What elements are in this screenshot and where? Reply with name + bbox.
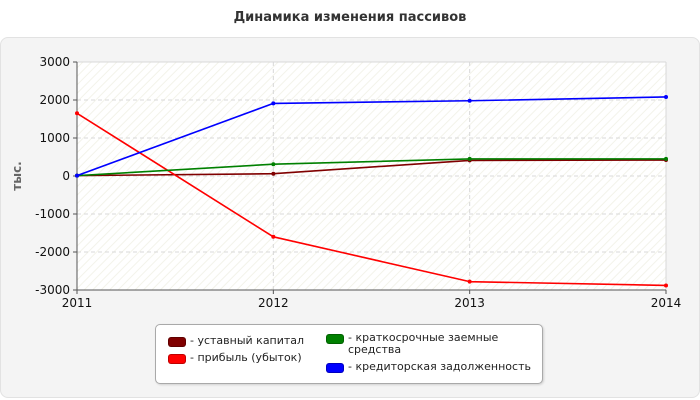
series-2-point-1[interactable]: [75, 111, 79, 116]
y-tick-label-5: -2000: [35, 245, 70, 259]
x-tick-label-3: 2014: [651, 296, 682, 310]
legend-label-4: - кредиторская задолженность: [348, 360, 531, 373]
series-line-4: [76, 96, 667, 177]
series-1-point-2[interactable]: [271, 171, 276, 176]
y-axis-label: тыс.: [10, 161, 24, 190]
chart-title: Динамика изменения пассивов: [233, 10, 467, 25]
legend-swatch-3: [326, 334, 344, 344]
legend-label-1: - уставный капитал: [190, 334, 305, 347]
x-tick-label-1: 2012: [258, 296, 289, 310]
y-tick-labels: 3000 2000 1000 0 -1000 -2000 -3000: [35, 55, 70, 297]
series-line-3: [76, 158, 666, 177]
y-tick-label-1: 2000: [39, 93, 70, 107]
series-4: [75, 94, 668, 178]
y-tick-label-4: -1000: [35, 207, 70, 221]
legend-label-2: - прибыль (убыток): [190, 351, 302, 364]
series-3-point-3[interactable]: [467, 156, 472, 161]
series-2-point-3[interactable]: [467, 279, 472, 284]
legend-item-1[interactable]: - уставный капитал: [168, 335, 318, 347]
series-2-point-4[interactable]: [664, 283, 668, 288]
legend-item-4[interactable]: - кредиторская задолженность: [326, 361, 538, 373]
legend: - уставный капитал - прибыль (убыток) - …: [155, 324, 543, 384]
series-3-point-4[interactable]: [664, 156, 668, 161]
y-tick-label-2: 1000: [39, 131, 70, 145]
series-4-point-2[interactable]: [271, 101, 276, 106]
x-tick-labels: 2011 2012 2013 2014: [62, 296, 682, 310]
series-line-2: [76, 112, 667, 287]
series-4-point-4[interactable]: [664, 94, 668, 99]
series-2-point-2[interactable]: [271, 234, 276, 239]
y-tick-label-6: -3000: [35, 283, 70, 297]
y-tick-label-0: 3000: [39, 55, 70, 69]
series-4-point-3[interactable]: [467, 98, 472, 103]
series-2: [75, 111, 668, 288]
legend-swatch-2: [168, 354, 186, 364]
legend-item-2[interactable]: - прибыль (убыток): [168, 352, 318, 364]
x-tick-label-2: 2013: [454, 296, 485, 310]
series-3-point-2[interactable]: [271, 162, 276, 167]
legend-swatch-1: [168, 337, 186, 347]
grid-lines: [77, 61, 667, 290]
series-4-point-1[interactable]: [75, 173, 79, 178]
legend-item-3[interactable]: - краткосрочные заемные средства: [326, 332, 531, 356]
legend-label-3: - краткосрочные заемные средства: [348, 331, 499, 356]
y-tick-label-3: 0: [62, 169, 70, 183]
series-lines: [75, 94, 668, 288]
x-tick-label-0: 2011: [62, 296, 93, 310]
legend-swatch-4: [326, 363, 344, 373]
axes: [73, 61, 667, 294]
